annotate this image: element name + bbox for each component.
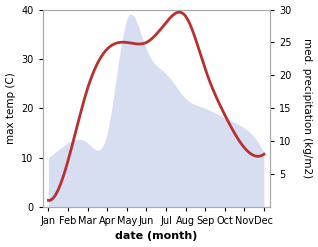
X-axis label: date (month): date (month) [115, 231, 197, 242]
Y-axis label: max temp (C): max temp (C) [5, 72, 16, 144]
Y-axis label: med. precipitation (kg/m2): med. precipitation (kg/m2) [302, 38, 313, 178]
